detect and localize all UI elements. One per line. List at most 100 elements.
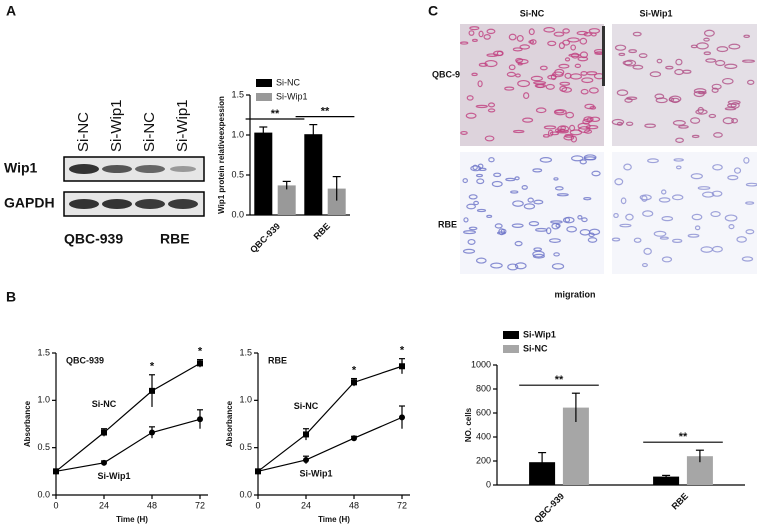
row-label: RBE: [438, 219, 457, 229]
cell: [465, 112, 477, 119]
y-tick-label: 1.5: [231, 89, 244, 99]
significance-label: *: [150, 361, 155, 373]
cell: [746, 79, 755, 85]
cell: [693, 88, 707, 94]
cell: [554, 186, 564, 191]
cell: [493, 172, 502, 178]
cell: [490, 262, 503, 269]
cell: [517, 62, 523, 66]
cell: [486, 214, 493, 219]
cell: [587, 237, 598, 243]
cell: [577, 56, 589, 62]
cell: [691, 134, 700, 139]
cell: [543, 125, 557, 130]
chart-title: RBE: [268, 355, 287, 365]
significance-label: *: [400, 345, 405, 357]
cell: [659, 236, 669, 240]
x-tick-label: RBE: [670, 491, 691, 512]
cell: [491, 180, 503, 188]
series-line: [55, 362, 201, 472]
cell: [466, 203, 476, 210]
blot-band: [102, 165, 132, 173]
cell: [494, 223, 503, 229]
cell: [724, 214, 738, 222]
cell: [702, 191, 715, 198]
cell: [466, 95, 474, 101]
cell: [528, 40, 535, 44]
cell: [533, 81, 547, 85]
cell: [542, 133, 550, 138]
x-tick-label: 0: [255, 500, 260, 510]
cell: [583, 129, 593, 134]
micrograph: [460, 152, 604, 274]
cell: [661, 189, 667, 195]
x-tick-label: RBE: [312, 221, 333, 242]
cell: [517, 79, 531, 88]
x-tick-label: QBC-939: [532, 491, 566, 525]
cell: [672, 238, 683, 243]
y-axis-label: Absorbance: [225, 400, 234, 447]
cell: [736, 236, 747, 243]
cell: [661, 216, 674, 222]
cell: [623, 163, 632, 171]
cell: [691, 213, 703, 221]
cell: [694, 225, 701, 231]
cell: [619, 223, 632, 228]
cell: [545, 227, 552, 235]
lane-label: Si-Wip1: [108, 99, 125, 152]
western-blot: Si-NC Si-Wip1 Si-NC Si-Wip1 Wip1 GAPDH Q…: [4, 99, 205, 247]
cell: [581, 77, 594, 84]
cell: [539, 157, 553, 163]
cell: [470, 165, 482, 172]
x-tick-label: 24: [99, 500, 109, 510]
cell: [515, 57, 524, 63]
legend-label: Si-NC: [276, 77, 300, 87]
marker: [351, 435, 357, 442]
x-tick-label: 48: [349, 500, 359, 510]
blot-row-label: Wip1: [4, 160, 38, 176]
cell: [713, 132, 723, 138]
cell: [561, 87, 573, 93]
cell: [553, 108, 567, 116]
cell: [475, 104, 488, 109]
legend-swatch: [256, 79, 272, 87]
cell: [504, 86, 515, 91]
series-label: Si-NC: [92, 399, 117, 409]
cell: [727, 100, 741, 105]
y-tick-label: 0.5: [231, 169, 244, 179]
cell: [643, 247, 652, 255]
cell: [493, 50, 504, 57]
y-tick-label: 1.0: [231, 129, 244, 139]
cell: [462, 178, 468, 184]
cell: [618, 52, 626, 57]
cell: [589, 116, 601, 123]
marker: [399, 414, 405, 421]
panel-label: A: [6, 3, 16, 19]
cell: [724, 107, 737, 111]
cell: [579, 37, 588, 45]
cell: [712, 245, 723, 253]
cell: [632, 31, 642, 37]
cell: [741, 59, 756, 63]
cell: [476, 208, 487, 213]
cell: [678, 124, 689, 129]
cell: [570, 44, 577, 51]
cell: [656, 58, 663, 64]
bar: [327, 188, 346, 215]
series-label: Si-Wip1: [98, 471, 131, 481]
cell: [697, 91, 707, 95]
series-line: [257, 416, 403, 472]
x-tick-label: 0: [53, 500, 58, 510]
cell: [745, 229, 755, 235]
cell: [696, 42, 709, 50]
cell: [675, 165, 682, 170]
cell: [642, 210, 654, 217]
cell: [625, 213, 634, 221]
cell: [697, 186, 711, 190]
cell: [476, 178, 485, 185]
cell: [547, 74, 557, 80]
cell: [551, 222, 560, 230]
cell: [661, 256, 673, 263]
marker: [101, 429, 107, 436]
cell: [695, 109, 708, 115]
